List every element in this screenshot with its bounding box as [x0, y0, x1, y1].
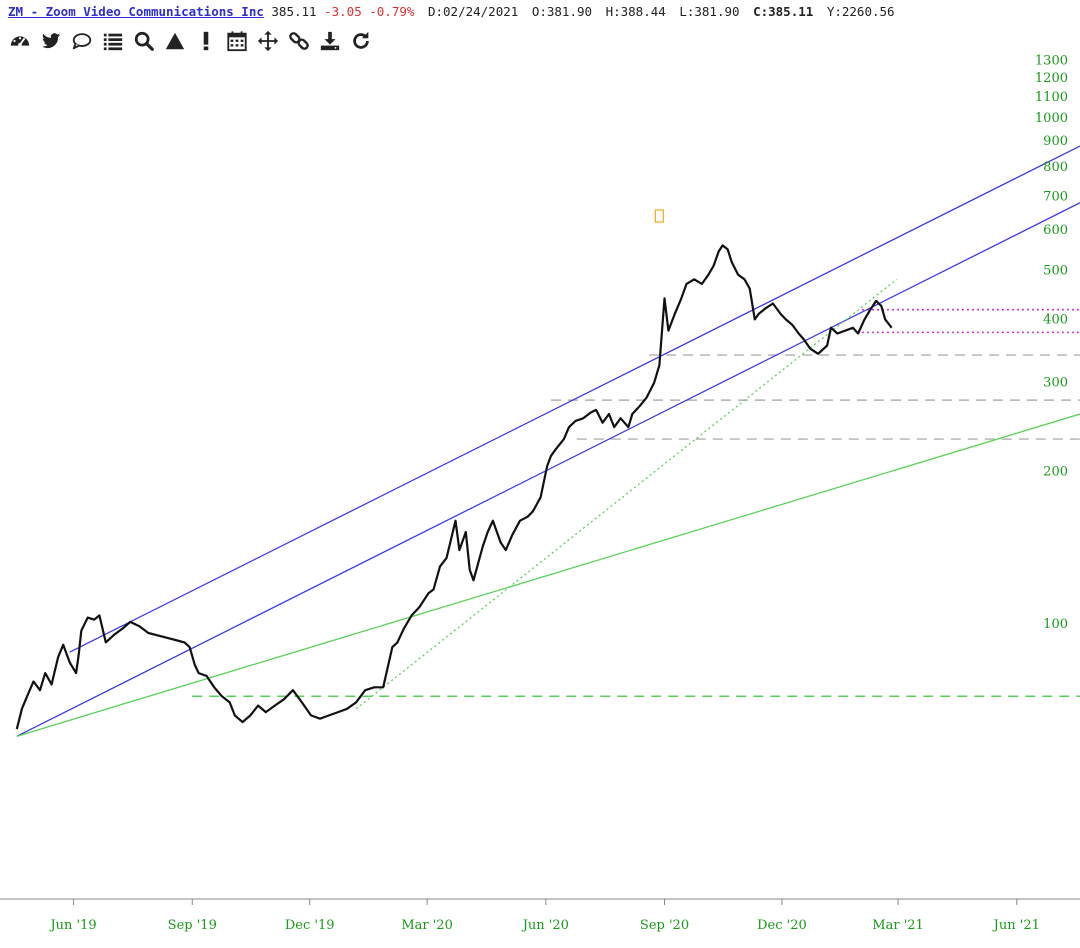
change-percent: -0.79%	[369, 4, 415, 19]
trendline	[16, 413, 1080, 737]
close-label: C:	[753, 4, 769, 19]
quote-header: ZM - Zoom Video Communications Inc 385.1…	[8, 2, 895, 22]
y-tick-label: 500	[1043, 263, 1068, 278]
y-tick-label: 900	[1043, 134, 1068, 149]
y-axis: 100 200 300 400 500 600 700 800 900 1000 1100 1200 1…	[1035, 53, 1068, 632]
y-tick-label: 200	[1043, 465, 1068, 480]
low-label: L:	[679, 4, 695, 19]
comment-icon[interactable]	[68, 28, 95, 54]
x-tick-label: Jun '20	[521, 918, 569, 933]
twitter-icon[interactable]	[37, 28, 64, 54]
price-series	[15, 244, 893, 730]
y-tick-label: 1200	[1035, 71, 1068, 86]
x-axis: Jun '19 Sep '19 Dec '19 Mar '20 Jun '20 Sep '…	[48, 899, 1040, 933]
x-tick-label: Sep '19	[168, 918, 217, 933]
y-tick-label: 300	[1043, 376, 1068, 391]
x-tick-label: Mar '21	[872, 918, 924, 933]
y-tick-label: 700	[1043, 189, 1068, 204]
date-value: 02/24/2021	[443, 4, 519, 19]
y-tick-label: 1100	[1035, 90, 1068, 105]
x-tick-label: Jun '21	[992, 918, 1040, 933]
x-tick-label: Mar '20	[401, 918, 453, 933]
exclamation-icon[interactable]	[192, 28, 219, 54]
y-tick-label: 100	[1043, 617, 1068, 632]
y-label: Y:	[826, 4, 842, 19]
low-value: 381.90	[694, 4, 740, 19]
list-icon[interactable]	[99, 28, 126, 54]
event-marker[interactable]	[654, 209, 665, 223]
y-tick-label: 400	[1043, 312, 1068, 327]
trendline	[69, 145, 1080, 653]
chart-toolbar	[6, 28, 374, 54]
open-label: O:	[531, 4, 547, 19]
calendar-icon[interactable]	[223, 28, 250, 54]
link-icon[interactable]	[285, 28, 312, 54]
search-icon[interactable]	[130, 28, 157, 54]
open-value: 381.90	[546, 4, 593, 19]
y-value: 2260.56	[841, 4, 895, 19]
move-icon[interactable]	[254, 28, 281, 54]
triangle-icon[interactable]	[161, 28, 188, 54]
change-value: -3.05	[324, 4, 362, 19]
x-tick-label: Dec '19	[285, 918, 335, 933]
refresh-icon[interactable]	[347, 28, 374, 54]
trendlines	[16, 145, 1080, 737]
y-tick-label: 600	[1043, 223, 1068, 238]
event-markers	[654, 209, 665, 223]
x-tick-label: Sep '20	[640, 918, 689, 933]
high-label: H:	[605, 4, 621, 19]
x-tick-label: Dec '20	[757, 918, 807, 933]
y-tick-label: 800	[1043, 160, 1068, 175]
ticker-link[interactable]: ZM - Zoom Video Communications Inc	[8, 4, 264, 19]
trendline	[355, 278, 898, 710]
x-tick-label: Jun '19	[48, 918, 96, 933]
price-line	[15, 244, 893, 730]
download-icon[interactable]	[316, 28, 343, 54]
last-price: 385.11	[271, 4, 317, 19]
y-tick-label: 1000	[1035, 111, 1068, 126]
close-value: 385.11	[768, 4, 814, 19]
horizontal-levels	[192, 308, 1080, 697]
date-label: D:	[427, 4, 444, 19]
trendline	[16, 202, 1080, 737]
dashboard-icon[interactable]	[6, 28, 33, 54]
high-value: 388.44	[620, 4, 666, 19]
y-tick-label: 1300	[1035, 53, 1068, 68]
